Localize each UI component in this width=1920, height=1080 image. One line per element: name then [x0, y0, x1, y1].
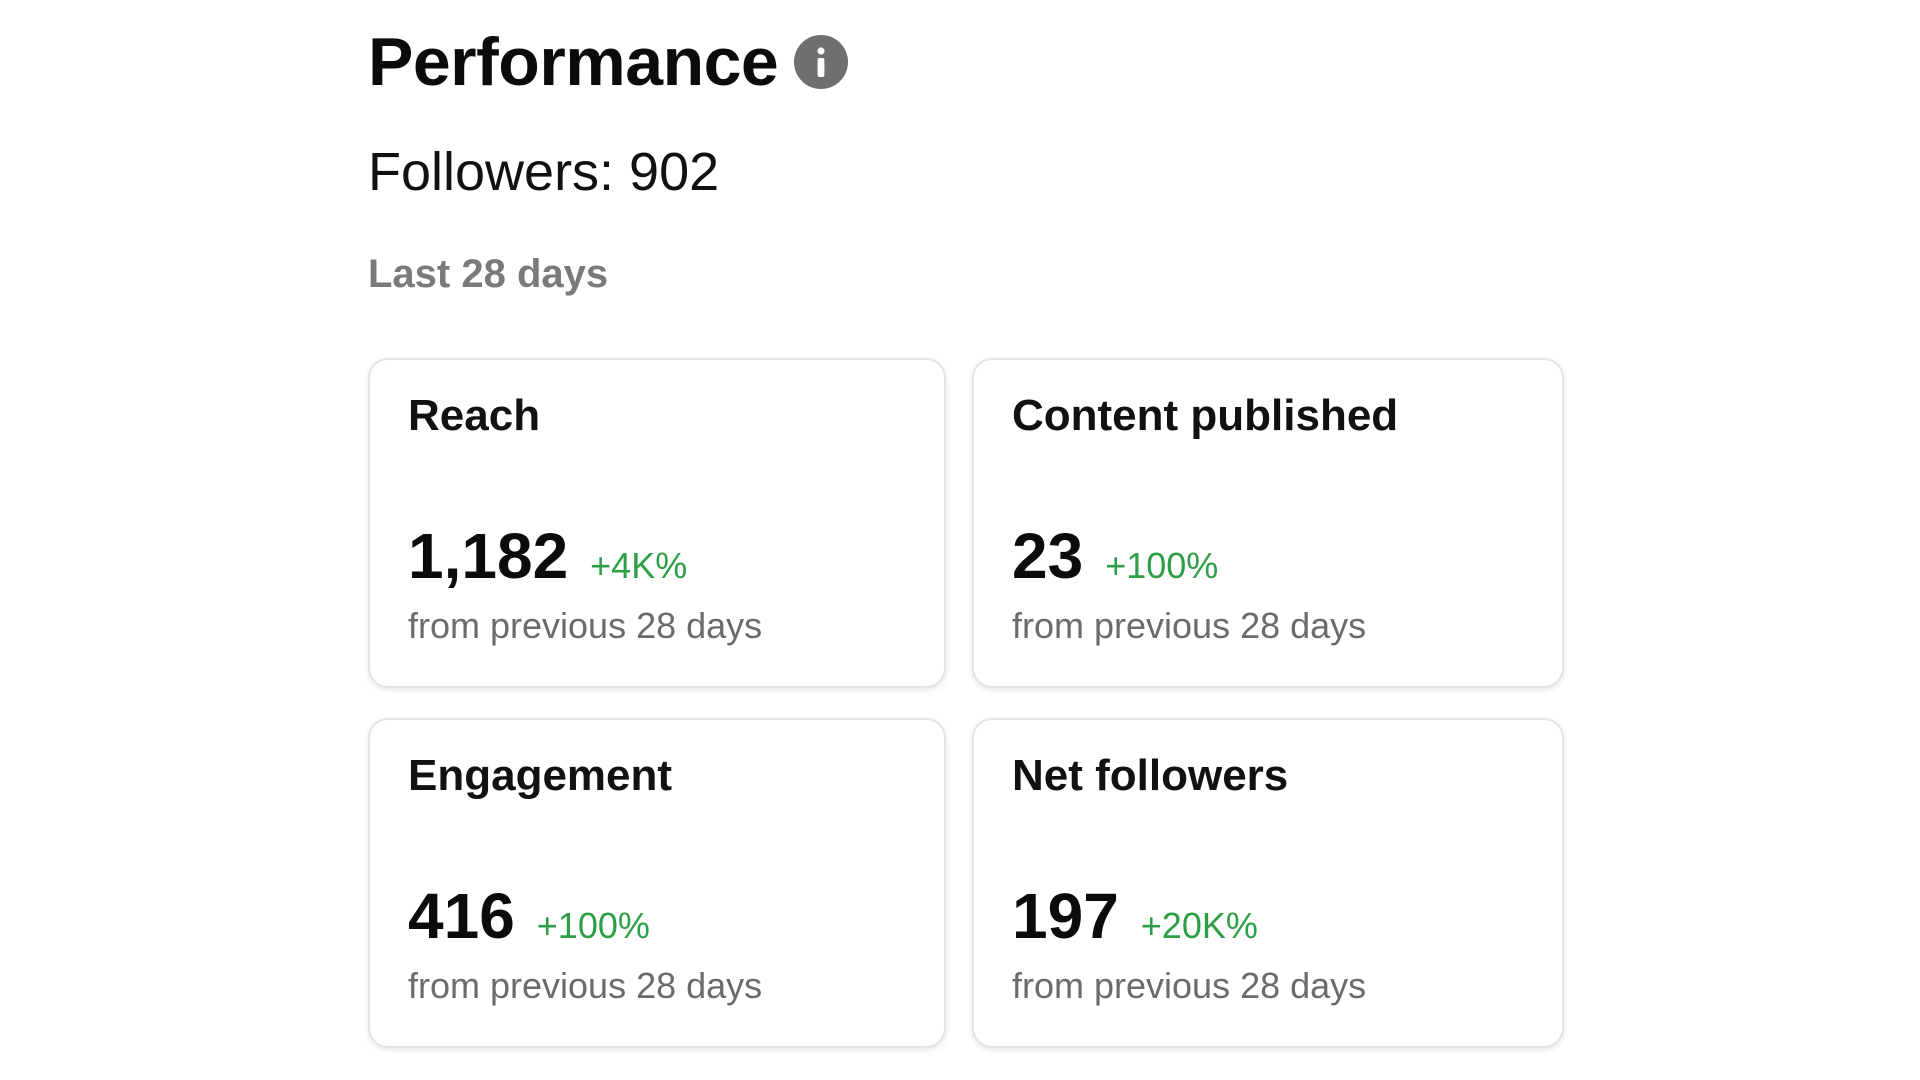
- metric-change: +20K%: [1140, 905, 1258, 946]
- metric-comparison-text: from previous 28 days: [1012, 965, 1367, 1006]
- metric-card-content-published[interactable]: Content published 23 +100% from previous…: [972, 358, 1564, 688]
- metric-change: +100%: [536, 905, 650, 946]
- metric-value: 197: [1012, 880, 1119, 952]
- followers-count: Followers: 902: [368, 142, 720, 202]
- metric-card-title: Content published: [1012, 391, 1399, 440]
- metric-row: 416 +100%: [408, 880, 650, 952]
- metric-value: 1,182: [408, 520, 569, 592]
- metrics-grid: Reach 1,182 +4K% from previous 28 days C…: [368, 358, 1564, 1048]
- metric-value: 23: [1012, 520, 1084, 592]
- metric-row: 197 +20K%: [1012, 880, 1258, 952]
- metric-comparison-text: from previous 28 days: [408, 605, 763, 646]
- metric-card-engagement[interactable]: Engagement 416 +100% from previous 28 da…: [368, 718, 946, 1048]
- info-icon[interactable]: [794, 35, 849, 89]
- page-title: Performance: [368, 24, 779, 100]
- metric-card-reach[interactable]: Reach 1,182 +4K% from previous 28 days: [368, 358, 946, 688]
- metric-value: 416: [408, 880, 515, 952]
- performance-header: Performance: [368, 24, 849, 100]
- metric-comparison-text: from previous 28 days: [1012, 605, 1367, 646]
- metric-card-title: Reach: [408, 391, 541, 440]
- metric-card-net-followers[interactable]: Net followers 197 +20K% from previous 28…: [972, 718, 1564, 1048]
- metric-change: +4K%: [590, 545, 688, 586]
- metric-row: 1,182 +4K%: [408, 520, 687, 592]
- metric-card-title: Net followers: [1012, 751, 1289, 800]
- period-label: Last 28 days: [368, 252, 609, 296]
- metric-comparison-text: from previous 28 days: [408, 965, 763, 1006]
- metric-change: +100%: [1105, 545, 1219, 586]
- metric-row: 23 +100%: [1012, 520, 1218, 592]
- metric-card-title: Engagement: [408, 751, 673, 800]
